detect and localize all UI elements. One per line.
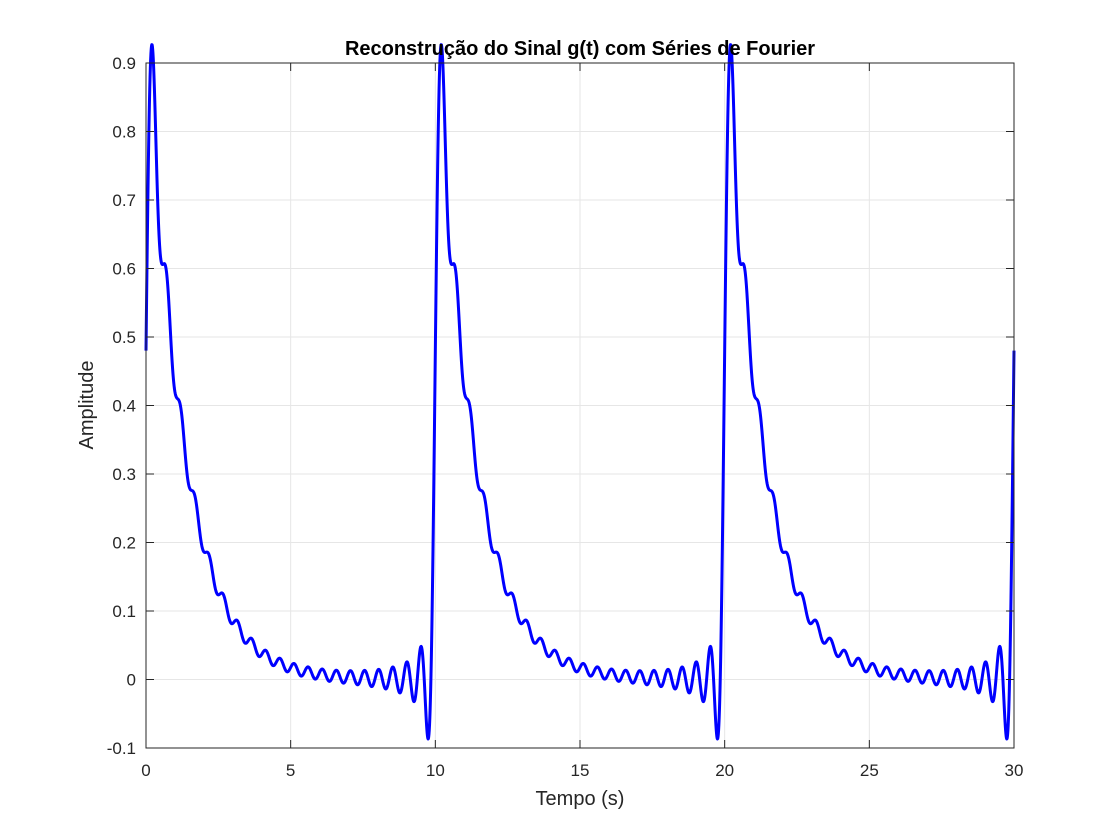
y-tick-label: -0.1 (107, 739, 136, 758)
series-line (144, 43, 1016, 741)
y-tick-label: 0 (127, 671, 136, 690)
y-tick-label: 0.1 (112, 602, 136, 621)
x-tick-label: 0 (141, 761, 150, 780)
x-tick-label: 10 (426, 761, 445, 780)
x-tick-label: 30 (1005, 761, 1024, 780)
y-axis-label: Amplitude (76, 361, 98, 450)
chart-title: Reconstrução do Sinal g(t) com Séries de… (345, 38, 815, 60)
series-layer (144, 43, 1016, 741)
y-tick-label: 0.2 (112, 534, 136, 553)
x-axis-label: Tempo (s) (536, 788, 625, 810)
x-tick-label: 5 (286, 761, 295, 780)
y-tick-label: 0.3 (112, 465, 136, 484)
y-tick-label: 0.7 (112, 191, 136, 210)
y-tick-label: 0.4 (112, 397, 136, 416)
x-tick-label: 15 (571, 761, 590, 780)
y-tick-label: 0.9 (112, 54, 136, 73)
y-tick-label: 0.8 (112, 123, 136, 142)
y-tick-label: 0.6 (112, 260, 136, 279)
grid (146, 63, 1014, 748)
y-tick-label: 0.5 (112, 328, 136, 347)
x-tick-label: 25 (860, 761, 879, 780)
x-tick-label: 20 (715, 761, 734, 780)
ticks: 0 5 10 15 20 25 30 -0.1 0 0.1 0.2 0.3 0.4 0.5 0.6 0.7 0.… (107, 54, 1024, 780)
